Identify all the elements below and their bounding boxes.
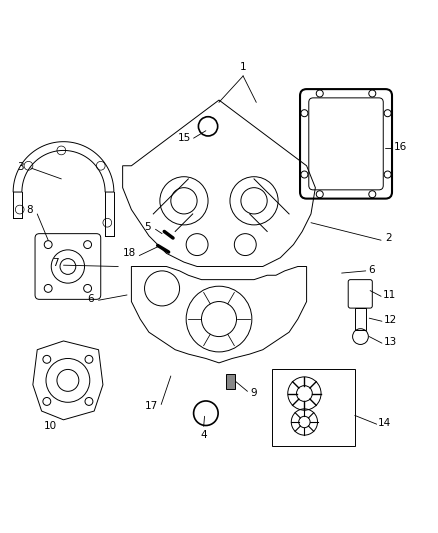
Text: 4: 4 bbox=[200, 430, 207, 440]
Text: 13: 13 bbox=[384, 337, 397, 347]
Text: 6: 6 bbox=[88, 294, 94, 304]
Text: 18: 18 bbox=[123, 248, 136, 259]
Text: 11: 11 bbox=[383, 290, 396, 300]
Text: 5: 5 bbox=[145, 222, 151, 232]
Text: 14: 14 bbox=[378, 418, 391, 428]
Text: 15: 15 bbox=[178, 133, 191, 143]
Bar bbox=[272, 369, 355, 446]
Text: 12: 12 bbox=[384, 315, 397, 325]
Text: 16: 16 bbox=[394, 142, 407, 152]
Text: 7: 7 bbox=[53, 259, 59, 269]
Text: 8: 8 bbox=[26, 205, 33, 215]
Bar bbox=[355, 308, 366, 330]
Bar bbox=[226, 374, 235, 389]
Text: 1: 1 bbox=[240, 62, 247, 71]
Text: 9: 9 bbox=[251, 387, 257, 398]
Text: 2: 2 bbox=[385, 233, 392, 243]
Text: 3: 3 bbox=[18, 161, 24, 172]
Text: 10: 10 bbox=[44, 421, 57, 431]
Text: 6: 6 bbox=[368, 264, 374, 274]
Text: 17: 17 bbox=[145, 401, 159, 411]
